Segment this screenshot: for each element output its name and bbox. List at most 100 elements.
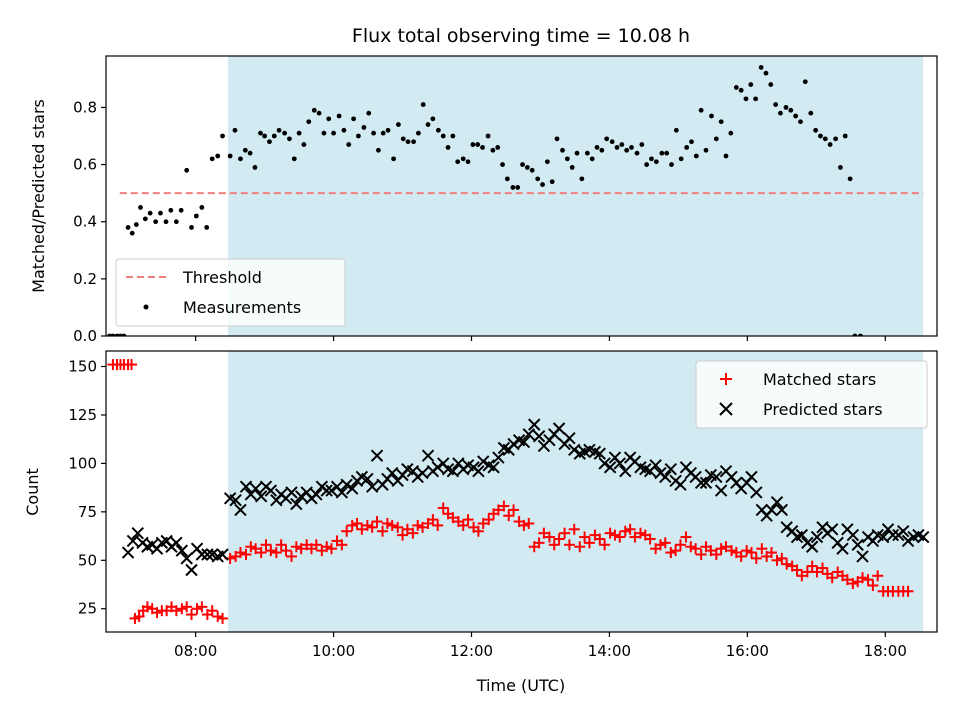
- ratio-y-tick-label: 0.4: [73, 213, 97, 231]
- measurement-point: [485, 133, 491, 139]
- measurement-point: [450, 133, 456, 139]
- measurement-point: [883, 0, 888, 2]
- measurement-point: [793, 113, 799, 119]
- matched-star-marker: [483, 514, 495, 526]
- matched-star-marker: [290, 541, 302, 553]
- measurement-point: [220, 133, 225, 139]
- matched-star-marker: [212, 610, 224, 622]
- measurement-point: [232, 127, 238, 133]
- matched-star-marker: [583, 537, 595, 549]
- ratio-y-tick-label: 0.0: [73, 327, 97, 345]
- measurement-point: [709, 113, 714, 119]
- predicted-star-marker: [254, 490, 268, 503]
- matched-star-marker: [234, 547, 246, 559]
- matched-star-marker: [862, 574, 874, 586]
- measurement-point: [510, 185, 516, 190]
- predicted-star-marker: [810, 530, 824, 544]
- matched-star-marker: [356, 523, 368, 535]
- measurement-point: [163, 219, 169, 225]
- predicted-star-marker: [431, 461, 444, 474]
- count-series: [107, 359, 930, 624]
- matched-star-marker: [270, 547, 282, 559]
- ratio-y-tick-label: 0.6: [73, 156, 97, 174]
- matched-star-marker: [366, 521, 378, 533]
- matched-star-marker: [250, 543, 262, 555]
- predicted-star-marker: [836, 542, 849, 555]
- count-y-tick-label: 125: [68, 406, 97, 424]
- predicted-star-marker: [710, 470, 723, 484]
- matched-star-marker: [437, 502, 449, 514]
- matched-star-marker: [654, 539, 666, 551]
- measurement-point: [599, 147, 605, 153]
- predicted-star-marker: [613, 457, 626, 470]
- predicted-star-marker: [264, 484, 278, 497]
- measurement-point: [798, 119, 803, 125]
- measurement-point: [693, 153, 699, 159]
- predicted-star-marker: [472, 464, 485, 478]
- measurement-point: [445, 145, 451, 150]
- predicted-star-marker: [851, 538, 864, 552]
- measurement-point: [897, 0, 902, 2]
- measurement-point: [400, 136, 406, 142]
- predicted-star-marker: [310, 488, 323, 501]
- measurement-point: [296, 130, 302, 136]
- measurement-point: [238, 156, 243, 162]
- matched-star-marker: [817, 562, 829, 574]
- matched-star-marker: [674, 539, 686, 551]
- matched-star-marker: [477, 517, 489, 529]
- time-x-tick-label: 18:00: [864, 642, 907, 660]
- predicted-star-marker: [649, 459, 662, 472]
- measurement-point: [917, 0, 922, 2]
- matched-star-marker: [791, 564, 803, 576]
- measurement-point: [619, 142, 625, 147]
- matched-star-marker: [609, 529, 621, 541]
- predicted-star-marker: [593, 447, 606, 460]
- matched-star-marker: [710, 548, 722, 560]
- x-axis-label: Time (UTC): [476, 676, 565, 695]
- measurement-point: [142, 216, 148, 222]
- measurement-point: [376, 147, 381, 153]
- measurement-point: [267, 139, 272, 145]
- matched-star-marker: [217, 612, 229, 624]
- measurement-point: [227, 153, 233, 159]
- measurement-point: [644, 162, 650, 167]
- predicted-star-marker: [563, 431, 576, 445]
- matched-star-marker: [336, 539, 348, 551]
- measurement-point: [470, 142, 476, 147]
- matched-star-marker: [594, 533, 606, 545]
- predicted-star-marker: [603, 461, 617, 474]
- measurement-point: [827, 142, 833, 147]
- measurement-point: [125, 225, 131, 230]
- matched-star-marker: [771, 554, 783, 566]
- matched-star-marker: [176, 603, 188, 615]
- matched-star-marker: [826, 572, 838, 584]
- predicted-star-marker: [180, 552, 193, 565]
- predicted-legend-swatch: [719, 402, 733, 416]
- measurement-point: [282, 130, 288, 136]
- measurement-point: [129, 230, 135, 236]
- measurement-point: [262, 133, 268, 139]
- matched-star-marker: [579, 531, 591, 543]
- measurement-point: [659, 150, 665, 156]
- measurement-point: [653, 159, 659, 165]
- measurement-point: [634, 150, 640, 156]
- matched-star-marker: [255, 547, 267, 559]
- predicted-star-marker: [320, 484, 333, 497]
- predicted-star-marker: [365, 480, 379, 493]
- predicted-star-marker: [528, 418, 541, 431]
- measurement-point: [813, 127, 819, 133]
- matched-star-marker: [533, 537, 545, 549]
- matched-star-marker: [472, 525, 484, 537]
- measurement-point: [242, 147, 248, 153]
- measurement-point: [669, 162, 674, 167]
- measurement-point: [560, 147, 565, 153]
- predicted-star-marker: [694, 476, 708, 489]
- matched-star-marker: [457, 519, 469, 531]
- matched-star-marker: [377, 525, 389, 537]
- measurement-point: [301, 142, 307, 147]
- predicted-star-marker: [234, 503, 247, 517]
- measurement-point: [440, 133, 446, 139]
- matched-star-marker: [245, 541, 257, 553]
- matched-star-marker: [191, 603, 203, 615]
- measurement-point: [549, 179, 555, 185]
